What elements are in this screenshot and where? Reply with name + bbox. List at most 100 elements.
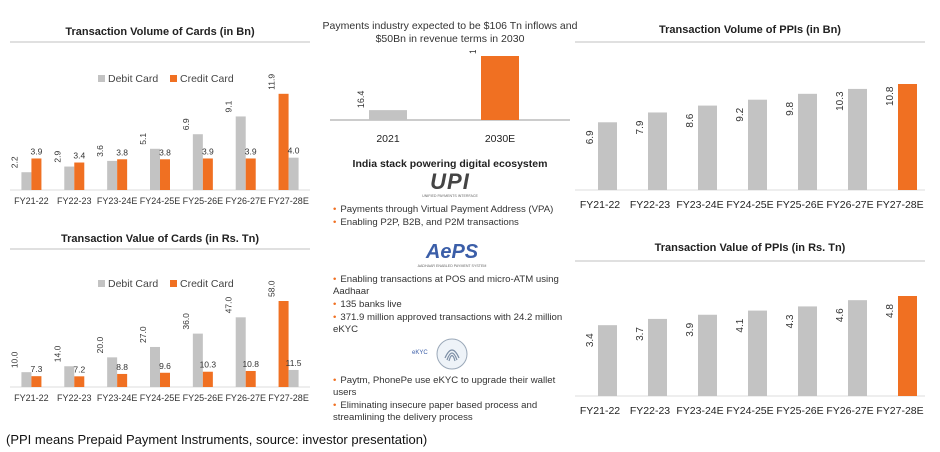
legend-swatch: [170, 280, 177, 287]
x-tick-label: FY25-26E: [776, 199, 823, 211]
credit-bar: [202, 158, 213, 190]
x-tick-label: FY22-23: [57, 393, 92, 403]
debit-bar: [21, 372, 32, 387]
debit-data-label: 5.1: [138, 133, 148, 145]
credit-data-label: 7.2: [73, 364, 85, 374]
ppi-bar: [798, 306, 817, 396]
ppi-bar: [648, 318, 667, 396]
x-tick-label: FY21-22: [14, 196, 49, 206]
debit-data-label: 10.0: [10, 351, 19, 368]
credit-data-label: 10.8: [242, 359, 259, 369]
ppi-bar: [698, 105, 717, 190]
ppi-data-label: 9.2: [735, 107, 746, 121]
x-tick-label: FY23-24E: [97, 393, 138, 403]
credit-data-label: 3.9: [202, 146, 214, 156]
credit-data-label: 3.8: [116, 147, 128, 157]
debit-bar: [278, 301, 289, 387]
cards-value-chart: Debit Card Credit Card 10.0 7.3 FY21-22 14.0 7…: [10, 278, 310, 403]
credit-data-label: 11.5: [286, 358, 302, 368]
ekyc-bullets: • Paytm, PhonePe use eKYC to upgrade thei…: [333, 375, 573, 424]
x-tick-label: FY23-24E: [676, 199, 723, 211]
x-tick-label: FY25-26E: [776, 405, 823, 417]
x-tick-label: FY26-27E: [826, 405, 873, 417]
industry-data-label: 16.4: [356, 91, 366, 109]
x-tick-label: FY22-23: [630, 199, 670, 211]
credit-bar: [160, 159, 170, 190]
debit-data-label: 27.0: [138, 326, 148, 343]
credit-bar: [245, 370, 256, 387]
debit-data-label: 47.0: [224, 296, 234, 313]
x-tick-label: FY21-22: [14, 393, 49, 403]
credit-bar: [202, 371, 213, 387]
ppi-data-label: 7.9: [635, 120, 646, 134]
x-tick-label: FY22-23: [630, 405, 670, 417]
credit-data-label: 9.6: [159, 361, 171, 371]
credit-data-label: 3.8: [159, 147, 171, 157]
debit-data-label: 20.0: [95, 337, 105, 354]
x-tick-label: FY26-27E: [225, 393, 266, 403]
ppi-bar: [648, 112, 667, 190]
list-item: • Enabling P2P, B2B, and P2M transactions: [333, 217, 519, 228]
ppi-data-label: 3.7: [635, 327, 646, 341]
credit-bar: [31, 158, 42, 190]
credit-bar: [74, 376, 85, 387]
ppi-bar: [848, 88, 867, 190]
debit-bar: [192, 333, 203, 387]
cards-volume-title: Transaction Volume of Cards (in Bn): [65, 26, 255, 38]
legend-label: Credit Card: [180, 73, 234, 85]
x-tick-label: FY27-28E: [268, 196, 309, 206]
x-tick-label: FY23-24E: [676, 405, 723, 417]
industry-bar: [481, 56, 519, 120]
ppi-value-chart: 3.4 FY21-22 3.7 FY22-23 3.9 FY23-24E 4.1 FY24-2…: [575, 296, 925, 417]
ppi-bar: [898, 296, 917, 396]
india-stack-title: India stack powering digital ecosystem: [352, 158, 548, 170]
debit-data-label: 11.9: [267, 74, 277, 90]
x-tick-label: FY26-27E: [225, 196, 266, 206]
credit-data-label: 4.0: [288, 146, 300, 156]
credit-bar: [117, 373, 128, 387]
debit-data-label: 6.9: [181, 118, 191, 130]
cards-volume-title-underline: [10, 41, 310, 43]
ppi-bar: [598, 325, 617, 396]
ppi-bar: [898, 84, 917, 190]
aeps-bullets: • Enabling transactions at POS and micro-…: [333, 274, 573, 336]
legend-label: Debit Card: [108, 73, 158, 85]
legend-label: Debit Card: [108, 278, 158, 290]
debit-data-label: 14.0: [52, 345, 62, 362]
debit-bar: [235, 116, 246, 190]
x-tick-label: FY24-25E: [726, 405, 773, 417]
x-tick-label: FY24-25E: [140, 393, 181, 403]
debit-bar: [21, 172, 32, 190]
credit-bar: [288, 369, 299, 387]
ppi-volume-title: Transaction Volume of PPIs (in Bn): [659, 24, 841, 36]
list-item: • Paytm, PhonePe use eKYC to upgrade thei…: [333, 375, 556, 398]
debit-bar: [278, 93, 289, 190]
x-tick-label: FY24-25E: [726, 199, 773, 211]
ppi-data-label: 4.1: [735, 318, 746, 332]
debit-bar: [107, 160, 118, 190]
ppi-data-label: 3.9: [685, 322, 696, 336]
upi-bullets: • Payments through Virtual Payment Addres…: [333, 204, 573, 229]
x-tick-label: FY27-28E: [876, 405, 923, 417]
cards-value-title: Transaction Value of Cards (in Rs. Tn): [60, 233, 260, 245]
credit-data-label: 7.3: [31, 364, 43, 374]
list-item: • 371.9 million approved transactions wit…: [333, 312, 563, 335]
ppi-value-title: Transaction Value of PPIs (in Rs. Tn): [654, 242, 846, 254]
ppi-data-label: 10.8: [885, 86, 896, 106]
ppi-data-label: 4.6: [835, 308, 846, 322]
credit-data-label: 3.9: [245, 146, 257, 156]
footnote: (PPI means Prepaid Payment Instruments, …: [6, 432, 428, 447]
debit-bar: [64, 166, 75, 190]
industry-headline: Payments industry expected to be $106 Tn…: [322, 20, 578, 45]
debit-bar: [192, 134, 203, 190]
ekyc-logo-text: eKYC: [412, 350, 428, 356]
credit-bar: [31, 376, 42, 387]
credit-bar: [288, 157, 299, 190]
ppi-data-label: 4.3: [785, 314, 796, 328]
ppi-bar: [748, 310, 767, 396]
industry-bar: [369, 110, 407, 120]
debit-bar: [64, 366, 75, 387]
ppi-bar: [698, 314, 717, 396]
ppi-volume-title-underline: [575, 41, 925, 43]
ppi-bar: [848, 300, 867, 396]
